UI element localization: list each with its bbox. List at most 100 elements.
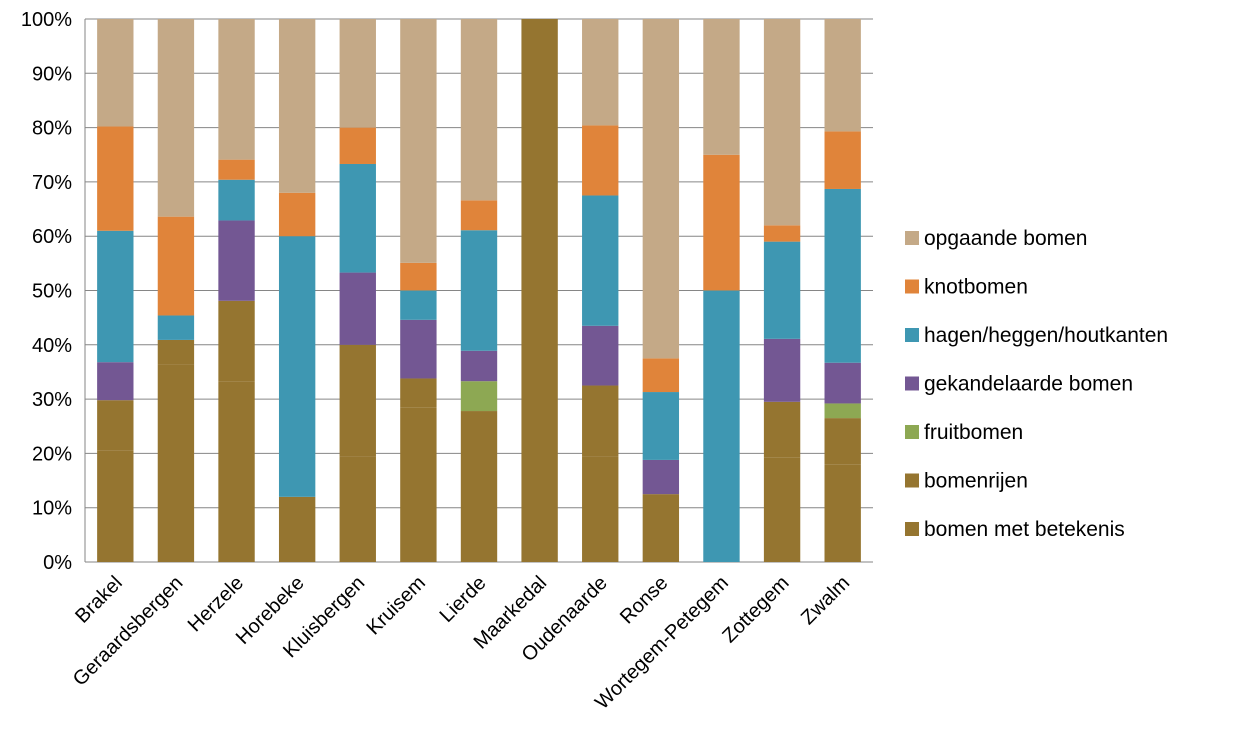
bar-segment-gekandelaarde-bomen xyxy=(824,362,861,404)
bar-segment-hagen-heggen-houtkanten xyxy=(97,230,134,363)
bar-segment-bomenrijen xyxy=(824,418,861,465)
bar-segment-hagen-heggen-houtkanten xyxy=(157,315,195,340)
legend-label: fruitbomen xyxy=(924,421,1023,444)
bar-segment-bomen-met-betekenis xyxy=(218,381,255,562)
bar-segment-bomenrijen xyxy=(218,300,255,382)
bar-segment-gekandelaarde-bomen xyxy=(400,319,437,379)
bar-segment-knotbomen xyxy=(400,262,437,291)
bar-segment-opgaande-bomen xyxy=(703,19,740,155)
bar-segment-bomenrijen xyxy=(278,496,316,562)
bar-segment-opgaande-bomen xyxy=(460,19,498,201)
legend-swatch-gekandelaarde-bomen xyxy=(905,376,919,391)
legend-swatch-hagen-heggen-houtkanten xyxy=(905,328,919,342)
bar-segment-knotbomen xyxy=(642,358,680,393)
bar-segment-fruitbomen xyxy=(824,403,861,419)
legend-swatch-opgaande-bomen xyxy=(905,231,919,245)
bar-segment-hagen-heggen-houtkanten xyxy=(218,179,255,221)
bar-segment-bomen-met-betekenis xyxy=(824,464,861,562)
legend-label: opgaande bomen xyxy=(924,227,1087,250)
bar-segment-knotbomen xyxy=(218,159,255,180)
bar-segment-opgaande-bomen xyxy=(400,19,437,263)
bar-segment-bomenrijen xyxy=(763,401,801,458)
bar-segment-gekandelaarde-bomen xyxy=(642,459,680,495)
y-tick-label: 10% xyxy=(32,498,72,520)
bar-segment-hagen-heggen-houtkanten xyxy=(582,195,619,326)
bar-segment-bomenrijen xyxy=(400,378,437,408)
bar-segment-fruitbomen xyxy=(460,381,498,412)
y-tick-label: 60% xyxy=(32,226,72,248)
legend-swatch-bomenrijen xyxy=(905,473,919,488)
bar-segment-opgaande-bomen xyxy=(97,19,134,127)
bar-segment-knotbomen xyxy=(703,154,740,291)
bar-segment-bomen-met-betekenis xyxy=(339,456,376,562)
y-tick-label: 0% xyxy=(43,552,72,574)
bar-segment-bomenrijen xyxy=(642,494,680,562)
legend: opgaande bomen knotbomen hagen/heggen/hout… xyxy=(905,227,1168,541)
bar-segment-knotbomen xyxy=(824,131,861,189)
x-category-label: Zwalm xyxy=(797,572,854,629)
bar-segment-opgaande-bomen xyxy=(157,19,195,217)
bar-segment-gekandelaarde-bomen xyxy=(582,325,619,386)
legend-label: bomenrijen xyxy=(924,470,1028,493)
y-tick-label: 80% xyxy=(32,118,72,140)
bar-segment-bomen-met-betekenis xyxy=(582,456,619,562)
bar-segment-opgaande-bomen xyxy=(218,19,255,160)
bar-segment-knotbomen xyxy=(278,192,316,237)
bar-segment-knotbomen xyxy=(460,200,498,231)
bar-segment-knotbomen xyxy=(97,126,134,231)
bar-segment-hagen-heggen-houtkanten xyxy=(278,236,316,497)
x-category-label: Geraardsbergen xyxy=(69,572,188,691)
bar-segment-opgaande-bomen xyxy=(582,19,619,126)
bar-segment-opgaande-bomen xyxy=(763,19,801,226)
bar-segment-bomenrijen xyxy=(582,385,619,457)
bar-segment-bomenrijen xyxy=(157,339,195,365)
bar-segment-opgaande-bomen xyxy=(339,19,376,128)
bar-segment-bomen-met-betekenis xyxy=(400,407,437,562)
bar-segment-hagen-heggen-houtkanten xyxy=(339,163,376,273)
x-category-label: Lierde xyxy=(436,572,491,627)
legend-label: hagen/heggen/houtkanten xyxy=(924,324,1168,347)
legend-label: gekandelaarde bomen xyxy=(924,373,1133,396)
bar-segment-gekandelaarde-bomen xyxy=(339,272,376,345)
bar-segment-hagen-heggen-houtkanten xyxy=(703,290,740,562)
bar-segment-bomenrijen xyxy=(339,344,376,457)
bar-segment-gekandelaarde-bomen xyxy=(97,362,134,401)
bar-segment-bomenrijen xyxy=(460,411,498,562)
bar-segment-knotbomen xyxy=(339,127,376,164)
x-category-label: Brakel xyxy=(71,572,127,628)
x-category-label: Zottegem xyxy=(718,572,793,647)
legend-label: knotbomen xyxy=(924,276,1028,299)
y-tick-label: 20% xyxy=(32,443,72,465)
bar-segment-bomen-met-betekenis xyxy=(97,450,134,562)
bar-segment-opgaande-bomen xyxy=(824,19,861,132)
bar-segment-opgaande-bomen xyxy=(642,19,680,359)
legend-swatch-knotbomen xyxy=(905,279,919,294)
legend-label: bomen met betekenis xyxy=(924,518,1125,541)
bar-segment-bomenrijen xyxy=(97,400,134,451)
x-category-label: Kruisem xyxy=(362,572,429,639)
y-tick-label: 30% xyxy=(32,389,72,411)
bar-segment-hagen-heggen-houtkanten xyxy=(642,392,680,460)
legend-swatch-fruitbomen xyxy=(905,425,919,439)
bar-segment-knotbomen xyxy=(763,225,801,242)
bar-segment-knotbomen xyxy=(157,216,195,316)
bar-segment-opgaande-bomen xyxy=(278,19,316,193)
bar-segment-bomen-met-betekenis xyxy=(157,364,195,562)
y-tick-label: 40% xyxy=(32,335,72,357)
bar-segment-gekandelaarde-bomen xyxy=(218,220,255,301)
bar-segment-gekandelaarde-bomen xyxy=(763,338,801,402)
bar-segment-knotbomen xyxy=(582,125,619,196)
bars xyxy=(97,19,861,562)
y-tick-label: 70% xyxy=(32,172,72,194)
bar-segment-hagen-heggen-houtkanten xyxy=(460,230,498,351)
legend-swatch-bomen-met-betekenis xyxy=(905,522,919,536)
bar-segment-hagen-heggen-houtkanten xyxy=(824,188,861,363)
bar-segment-gekandelaarde-bomen xyxy=(460,350,498,382)
bar-segment-bomen-met-betekenis xyxy=(763,457,801,562)
y-tick-label: 100% xyxy=(21,9,72,31)
bar-segment-hagen-heggen-houtkanten xyxy=(400,290,437,320)
bar-segment-hagen-heggen-houtkanten xyxy=(763,241,801,339)
y-tick-label: 50% xyxy=(32,281,72,303)
